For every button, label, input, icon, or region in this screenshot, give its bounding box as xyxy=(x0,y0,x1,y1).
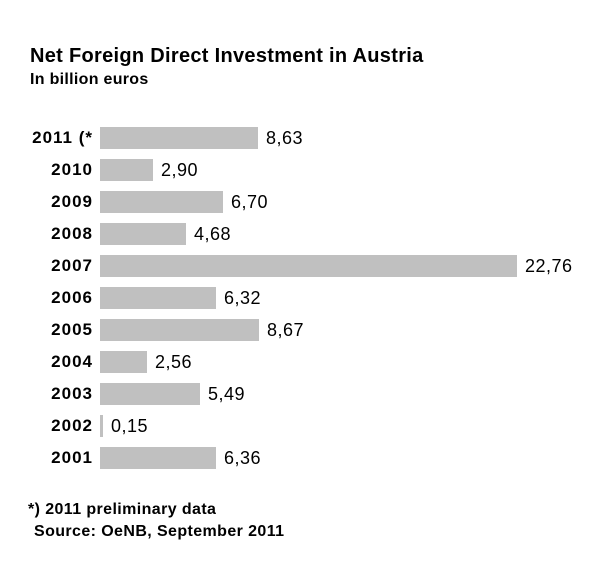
value-label: 6,70 xyxy=(231,191,269,212)
value-label: 8,67 xyxy=(267,319,305,340)
footnote-source: Source: OeNB, September 2011 xyxy=(34,523,285,540)
year-label: 2010 xyxy=(51,160,93,179)
chart-row: 2001 6,36 xyxy=(0,442,604,474)
bar xyxy=(100,223,186,245)
chart-row: 2009 6,70 xyxy=(0,186,604,218)
chart-row: 2006 6,32 xyxy=(0,282,604,314)
chart-row: 2007 22,76 xyxy=(0,250,604,282)
year-label: 2004 xyxy=(51,352,93,371)
year-label: 2005 xyxy=(51,320,93,339)
chart-row: 2002 0,15 xyxy=(0,410,604,442)
value-label: 6,32 xyxy=(224,287,262,308)
year-label: 2007 xyxy=(51,256,93,275)
bar xyxy=(100,447,216,469)
bar xyxy=(100,159,153,181)
bar xyxy=(100,351,147,373)
year-label: 2011 (* xyxy=(32,128,93,147)
chart-row: 2004 2,56 xyxy=(0,346,604,378)
value-label: 6,36 xyxy=(224,447,262,468)
bar xyxy=(100,255,517,277)
bar xyxy=(100,415,103,437)
year-label: 2006 xyxy=(51,288,93,307)
footnote-preliminary: *) 2011 preliminary data xyxy=(28,501,217,518)
value-label: 2,90 xyxy=(161,159,199,180)
bar xyxy=(100,127,258,149)
year-label: 2001 xyxy=(51,448,93,467)
year-label: 2008 xyxy=(51,224,93,243)
bar xyxy=(100,319,259,341)
value-label: 8,63 xyxy=(266,127,304,148)
chart-title: Net Foreign Direct Investment in Austria xyxy=(30,45,424,67)
chart-row: 2011 (* 8,63 xyxy=(0,122,604,154)
bar xyxy=(100,383,200,405)
value-label: 2,56 xyxy=(155,351,193,372)
bar xyxy=(100,287,216,309)
value-label: 4,68 xyxy=(194,223,232,244)
chart-row: 2010 2,90 xyxy=(0,154,604,186)
chart-subtitle: In billion euros xyxy=(30,71,149,88)
value-label: 22,76 xyxy=(525,255,573,276)
year-label: 2003 xyxy=(51,384,93,403)
chart-footnotes: *) 2011 preliminary data Source: OeNB, S… xyxy=(28,499,284,543)
chart-row: 2005 8,67 xyxy=(0,314,604,346)
chart-row: 2008 4,68 xyxy=(0,218,604,250)
value-label: 5,49 xyxy=(208,383,246,404)
year-label: 2002 xyxy=(51,416,93,435)
bar xyxy=(100,191,223,213)
chart-row: 2003 5,49 xyxy=(0,378,604,410)
chart-rows: 2011 (* 8,63 2010 2,90 2009 6,70 2008 4,… xyxy=(0,122,604,474)
value-label: 0,15 xyxy=(111,415,149,436)
year-label: 2009 xyxy=(51,192,93,211)
bar-chart: 2011 (* 8,63 2010 2,90 2009 6,70 2008 4,… xyxy=(0,122,604,474)
